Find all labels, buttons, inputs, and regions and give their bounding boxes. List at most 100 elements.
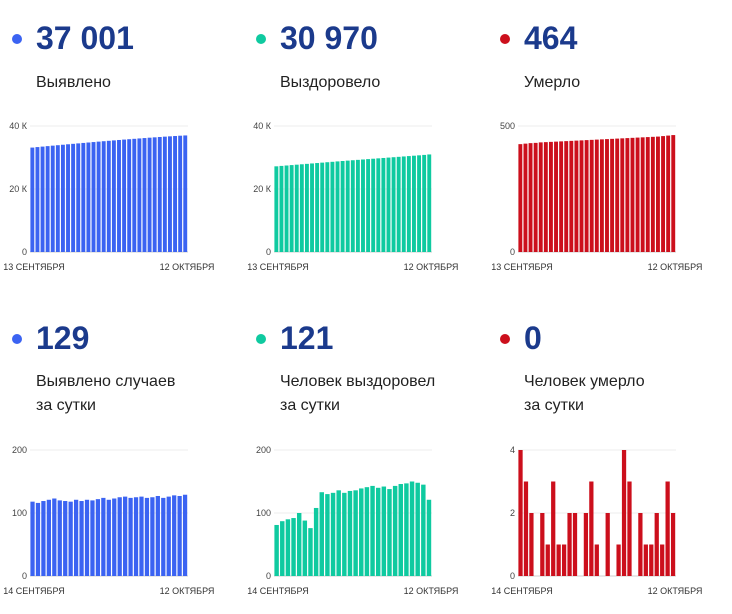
bar	[543, 142, 548, 252]
stat-label-line: Человек умерло	[524, 373, 645, 390]
bar	[50, 145, 55, 252]
bar	[122, 139, 127, 252]
bar	[325, 494, 330, 576]
bar	[621, 450, 627, 576]
blue-dot-icon	[12, 334, 22, 344]
bar	[567, 513, 572, 576]
bar	[409, 481, 415, 576]
bar	[417, 155, 422, 252]
bar	[182, 494, 188, 576]
bar	[548, 141, 553, 252]
bar	[645, 137, 650, 252]
bar	[319, 492, 324, 576]
stat-panel-recovered-daily: 121 Человек выздоровел за сутки 0 100 200 1…	[244, 307, 488, 614]
bar	[661, 136, 666, 252]
bar	[665, 481, 670, 576]
bar	[162, 136, 167, 252]
bar	[616, 544, 621, 576]
bar	[330, 161, 335, 252]
bar	[30, 147, 35, 252]
stat-label-line: за сутки	[36, 397, 96, 414]
green-dot-icon	[256, 334, 266, 344]
bar	[35, 502, 41, 576]
blue-dot-icon	[12, 34, 22, 44]
bar	[60, 144, 65, 252]
bar	[412, 155, 416, 252]
bar	[656, 136, 660, 252]
bar	[142, 138, 147, 252]
bar	[90, 500, 95, 576]
bar	[285, 519, 291, 576]
x-tick-label: 12 ОКТЯБРЯ	[648, 262, 703, 272]
bar	[625, 138, 630, 252]
bar	[649, 544, 654, 576]
bar	[35, 147, 40, 252]
bar	[391, 157, 396, 252]
bar	[387, 489, 392, 576]
bar	[296, 513, 302, 576]
bar	[101, 497, 106, 576]
bar	[79, 501, 84, 576]
bar	[370, 485, 375, 576]
bar	[589, 481, 594, 576]
x-tick-label: 14 СЕНТЯБРЯ	[247, 586, 309, 596]
bar	[96, 141, 101, 252]
bar	[133, 497, 139, 576]
bar	[106, 140, 111, 252]
stat-label-line: Выявлено	[36, 74, 111, 91]
stat-value: 464	[524, 20, 578, 56]
bar	[392, 485, 398, 576]
y-tick-label: 40 К	[9, 121, 28, 131]
chart-recovered-total: 0 20 К 40 К 13 СЕНТЯБРЯ 12 ОКТЯБРЯ	[247, 121, 458, 272]
bar	[599, 139, 604, 252]
bar	[172, 495, 177, 576]
stat-label-line: за сутки	[524, 397, 584, 414]
bar	[594, 544, 599, 576]
stat-panel-detected-daily: 129 Выявлено случаев за сутки 0 100 200 14 …	[0, 307, 244, 614]
y-tick-label: 500	[500, 121, 515, 131]
bar	[533, 142, 538, 252]
bar	[71, 143, 76, 252]
y-tick-label: 40 К	[253, 121, 272, 131]
stat-value: 0	[524, 320, 542, 356]
bar	[289, 165, 294, 252]
stat-label-line: Выздоровело	[280, 74, 381, 91]
bar	[404, 483, 409, 576]
bar	[274, 524, 279, 576]
bar	[427, 154, 432, 252]
y-tick-label: 200	[12, 445, 27, 455]
bar	[55, 145, 60, 252]
bar	[313, 507, 319, 576]
bar	[666, 135, 671, 252]
bar	[335, 161, 340, 252]
bar	[375, 487, 381, 576]
bar	[30, 501, 35, 576]
bar	[166, 496, 171, 576]
x-tick-label: 13 СЕНТЯБРЯ	[247, 262, 309, 272]
x-tick-label: 12 ОКТЯБРЯ	[160, 262, 215, 272]
bar	[620, 138, 625, 252]
x-tick-label: 12 ОКТЯБРЯ	[404, 586, 459, 596]
bar	[132, 138, 137, 252]
y-tick-label: 4	[510, 445, 515, 455]
bar	[630, 137, 635, 252]
bar	[302, 520, 308, 576]
bar	[73, 499, 79, 576]
bar	[294, 164, 299, 252]
stat-label: Выявлено случаев за сутки	[36, 370, 175, 418]
bar	[415, 482, 420, 576]
bar	[161, 497, 166, 576]
stat-label: Человек выздоровел за сутки	[280, 370, 435, 418]
bar	[95, 499, 101, 576]
green-dot-icon	[256, 34, 266, 44]
chart-deaths-daily: 0 2 4 14 СЕНТЯБРЯ 12 ОКТЯБРЯ	[491, 445, 702, 596]
stat-label: Выявлено	[36, 71, 111, 95]
bar	[640, 137, 645, 252]
bar	[353, 490, 358, 576]
bar	[554, 141, 558, 252]
bar	[538, 142, 543, 252]
bar	[426, 499, 432, 576]
bar	[325, 162, 330, 252]
bar	[545, 544, 550, 576]
y-tick-label: 0	[510, 247, 515, 257]
